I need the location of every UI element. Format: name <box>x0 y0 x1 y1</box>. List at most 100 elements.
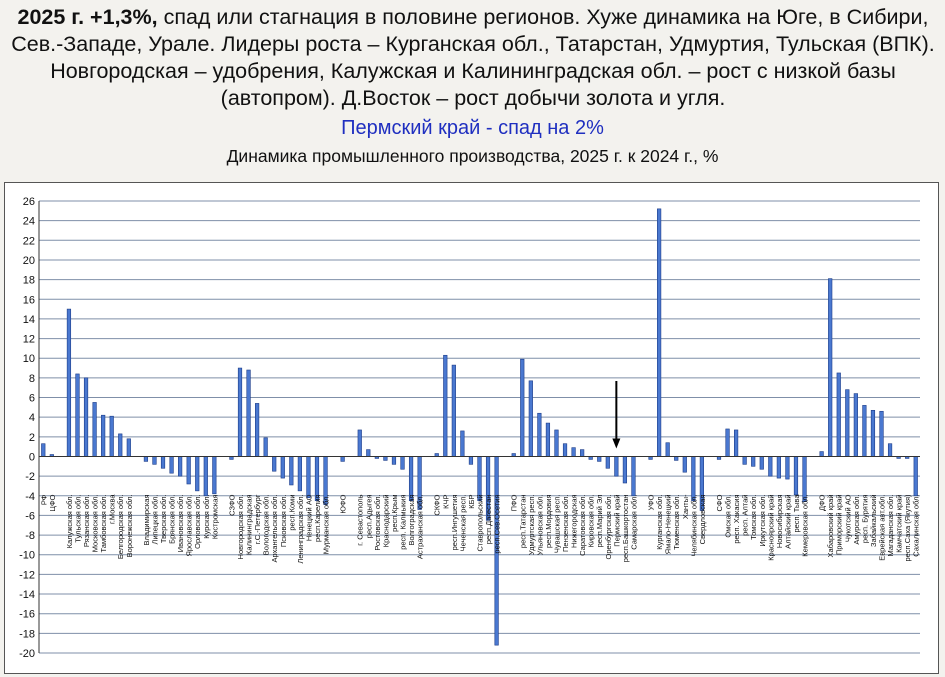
y-tick-label: -6 <box>25 510 35 522</box>
category-label: Самарская обл. <box>629 494 638 549</box>
y-tick-label: 2 <box>29 432 35 444</box>
bar <box>443 354 448 457</box>
category-label: респ.Саха (Якутия) <box>903 494 912 562</box>
bar <box>853 393 858 457</box>
category-label: Воронежская обл. <box>125 494 134 557</box>
y-tick-label: 22 <box>23 235 35 247</box>
annotation-arrow <box>612 381 621 449</box>
bar <box>118 433 123 457</box>
category-label: Вологодская обл. <box>262 494 271 555</box>
bar <box>101 414 106 457</box>
bar <box>691 456 696 501</box>
bar <box>92 402 97 457</box>
category-label: Курганская обл. <box>655 494 664 549</box>
category-label: Калужская обл. <box>65 494 74 548</box>
category-label: Ямало-Ненецкий <box>664 494 673 554</box>
bar <box>451 364 456 457</box>
category-label: Оренбургская обл. <box>604 494 613 559</box>
bar <box>477 456 482 501</box>
category-label: Рязанская обл. <box>82 494 91 547</box>
bar <box>169 456 174 474</box>
bar <box>109 415 114 457</box>
category-label: Ненецкий АО <box>304 494 313 541</box>
bar <box>280 456 285 479</box>
bar <box>366 449 371 457</box>
bars <box>41 208 918 646</box>
category-label: Ленинградская обл. <box>296 494 305 563</box>
bar <box>631 456 636 497</box>
bar <box>742 456 747 465</box>
category-label: респ. Алтай <box>741 494 750 535</box>
bar <box>237 367 243 457</box>
bar <box>460 430 465 457</box>
bar <box>819 451 824 457</box>
category-label: Краснодарский <box>381 494 390 547</box>
y-tick-label: 24 <box>23 216 35 228</box>
category-label: респ.Адыгея <box>364 494 373 538</box>
bar <box>255 403 260 457</box>
category-label: СКФО <box>433 494 442 515</box>
y-tick-label: 26 <box>23 196 35 208</box>
category-label: респ.Мордовия <box>544 494 553 548</box>
category-label: респ. Хакасия <box>732 494 741 543</box>
category-label: Удмуртская респ. <box>527 494 536 555</box>
category-label: Тюменская обл. <box>672 494 681 549</box>
y-tick-label: 6 <box>29 393 35 405</box>
category-label: РФ <box>39 494 48 505</box>
bar <box>768 456 773 477</box>
category-label: Магаданская обл. <box>886 494 895 556</box>
bar <box>657 208 662 457</box>
bar <box>580 449 585 457</box>
y-tick-label: 16 <box>23 294 35 306</box>
category-label: Кировская обл. <box>587 494 596 547</box>
category-label: Брянская обл. <box>168 494 177 543</box>
bar <box>212 456 217 495</box>
bar <box>776 456 781 479</box>
y-tick-label: -18 <box>19 628 35 640</box>
category-label: ЦФО <box>48 494 57 511</box>
bar <box>272 456 277 472</box>
category-label: Еврейская авт.обл. <box>878 494 887 560</box>
category-label: Новгородская обл. <box>236 494 245 559</box>
category-label: Челябинская обл. <box>689 494 698 556</box>
y-tick-label: 20 <box>23 255 35 267</box>
category-label: респ.Татарстан <box>518 494 527 548</box>
bar <box>520 358 525 457</box>
category-label: Чеченская респ. <box>458 494 467 551</box>
bar <box>887 443 893 457</box>
category-label: ДФО <box>818 494 827 511</box>
category-label: респ.Крым <box>390 494 399 531</box>
category-label: г. Севастополь <box>356 494 365 545</box>
category-label: Ярославская обл. <box>185 494 194 556</box>
bar <box>160 456 166 469</box>
bar <box>468 456 474 465</box>
bar <box>263 437 268 457</box>
category-label: Волгоградская <box>407 494 416 545</box>
y-tick-label: -8 <box>25 530 35 542</box>
bar <box>75 373 80 457</box>
category-label: г.С.-Петербург <box>253 494 262 544</box>
bar <box>665 442 670 457</box>
category-label: Астраханская обл. <box>416 494 425 559</box>
category-label: респ.Сев.Осетия <box>493 494 502 553</box>
bar <box>528 380 533 457</box>
bar <box>597 456 602 462</box>
bar <box>759 456 764 470</box>
bar <box>836 372 841 457</box>
bar <box>554 429 559 457</box>
bar <box>297 456 302 492</box>
category-label: Калининградская <box>245 494 254 554</box>
category-label: Пермский край <box>612 494 621 546</box>
y-tick-label: -10 <box>19 550 35 562</box>
category-label: Красноярский край <box>766 494 775 560</box>
category-label: Тверская обл. <box>159 494 168 543</box>
y-tick-label: -20 <box>19 648 35 660</box>
category-label: Ставропольский <box>476 494 485 551</box>
bar <box>340 456 345 462</box>
bar <box>614 456 619 477</box>
category-label: Новосибирская <box>775 494 784 548</box>
y-tick-label: 10 <box>23 353 35 365</box>
arrow-head <box>612 438 621 449</box>
bar <box>246 369 251 457</box>
category-label: Томская обл. <box>749 494 758 539</box>
